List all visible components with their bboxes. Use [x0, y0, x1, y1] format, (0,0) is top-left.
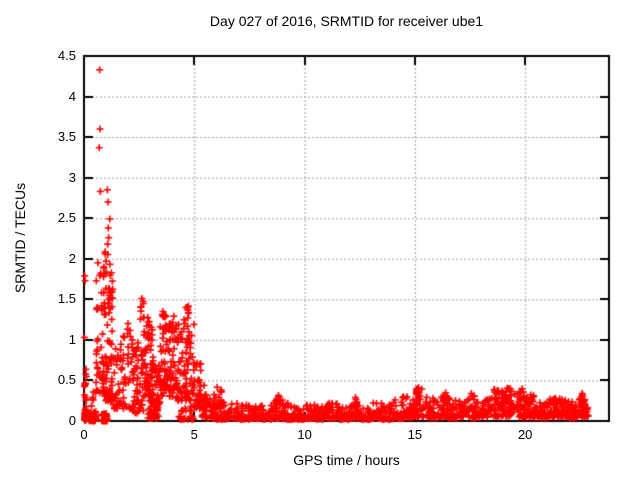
x-tick-label: 0 — [80, 427, 88, 442]
y-tick-label: 0.5 — [57, 372, 76, 388]
y-tick-label: 3 — [68, 169, 76, 185]
x-tick-label: 15 — [407, 427, 423, 442]
x-tick-label: 20 — [517, 427, 533, 442]
y-tick-label: 1.5 — [57, 291, 76, 307]
y-tick-label: 4.5 — [57, 48, 76, 63]
y-tick-label: 4 — [68, 88, 76, 104]
x-axis-label: GPS time / hours — [293, 452, 400, 468]
y-tick-label: 1 — [68, 331, 76, 347]
y-tick-label: 0 — [68, 413, 76, 428]
x-tick-label: 10 — [297, 427, 312, 442]
y-axis-label: SRMTID / TECUs — [12, 182, 28, 294]
y-tick-label: 2 — [68, 250, 76, 266]
x-tick-label: 5 — [190, 427, 198, 442]
chart-title: Day 027 of 2016, SRMTID for receiver ube… — [209, 13, 484, 29]
y-tick-label: 3.5 — [57, 129, 76, 145]
y-tick-label: 2.5 — [57, 210, 76, 226]
